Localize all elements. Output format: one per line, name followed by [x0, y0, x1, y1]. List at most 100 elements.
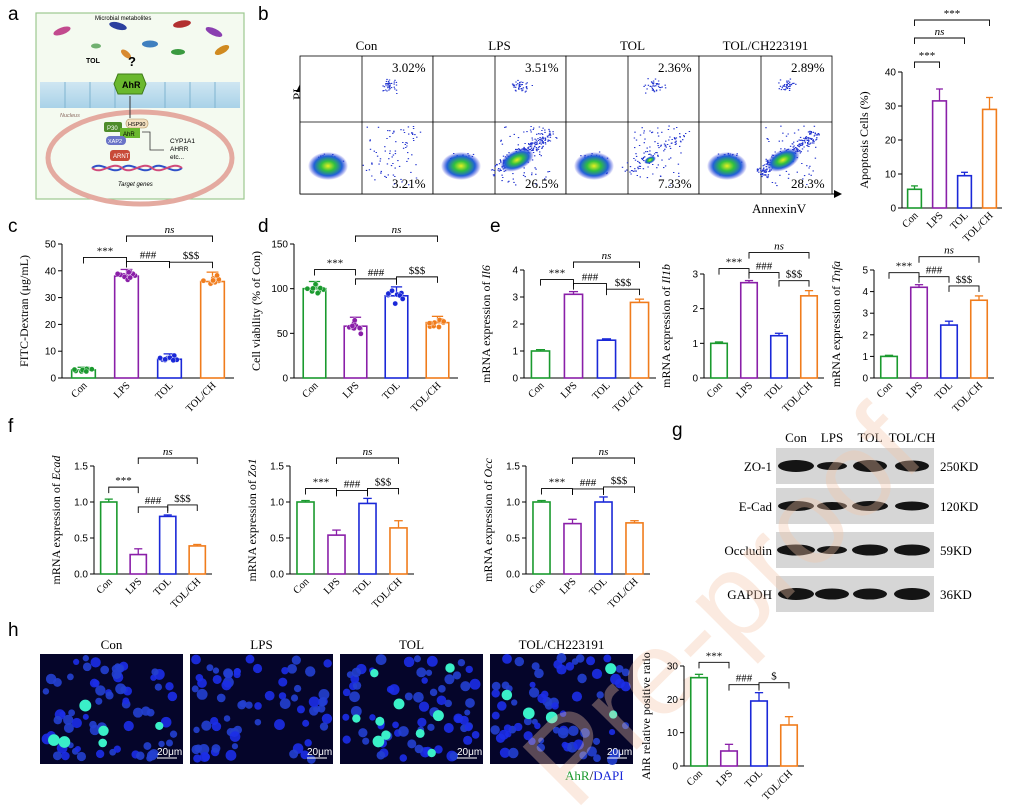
nucleus-dapi: [199, 752, 210, 763]
sig-label: ***: [327, 258, 344, 270]
x-tick-label: TOL: [763, 380, 785, 402]
nucleus-dapi: [593, 754, 601, 763]
y-tick-label: 4: [862, 287, 868, 298]
sig-label: $$$: [956, 274, 973, 286]
y-tick-label: 40: [885, 68, 897, 79]
y-tick-label: 30: [45, 293, 57, 304]
sig-label: ***: [549, 268, 566, 280]
bar: [939, 324, 959, 379]
nucleus-dapi: [95, 697, 103, 705]
ahr-positive-cell: [522, 707, 535, 720]
nucleus-dapi: [302, 719, 310, 727]
ahr-positive-cell: [98, 725, 109, 736]
bacteria-group: [53, 20, 230, 59]
nucleus-dapi: [514, 656, 525, 667]
target-cyp1a1: CYP1A1: [170, 138, 195, 145]
sig-label: ***: [896, 261, 913, 273]
nucleus-dapi: [216, 693, 226, 703]
sig-label: ###: [344, 478, 361, 490]
ahr-positive-cell: [372, 735, 385, 748]
nucleus-dapi: [438, 685, 446, 693]
chart-d: 0 50 100 150 Cell viability (% of Con) Con LPS…: [249, 224, 458, 415]
data-point: [127, 274, 133, 281]
data-point: [210, 277, 216, 284]
data-point: [304, 285, 311, 292]
y-tick-label: 50: [277, 329, 289, 340]
wb-protein-label: ZO-1: [744, 459, 772, 474]
nucleus-dapi: [115, 683, 127, 695]
bar: [532, 501, 551, 575]
nucleus-dapi: [465, 665, 473, 674]
nucleus-dapi: [434, 745, 443, 754]
bar: [302, 287, 327, 379]
nucleus-dapi: [193, 726, 200, 734]
arnt-box: [110, 150, 130, 161]
nucleus-dapi: [71, 717, 82, 729]
nucleus-dapi: [444, 674, 455, 685]
wb-band: [817, 462, 847, 470]
nucleus-dapi: [418, 701, 430, 712]
tol-label: TOL: [86, 58, 101, 65]
nucleus-dapi: [464, 723, 473, 732]
y-axis-label: mRNA expression of Zo1: [245, 458, 259, 581]
stain-ahr: AhR: [565, 768, 590, 783]
nucleus-dapi: [237, 700, 246, 710]
nucleus-dapi: [369, 714, 376, 721]
nucleus-dapi: [404, 692, 413, 701]
nucleus-dapi: [621, 668, 630, 677]
ahr-positive-cell: [432, 710, 444, 722]
data-point: [114, 271, 121, 277]
sig-label: $$$: [786, 269, 803, 281]
nucleus-dapi: [615, 664, 624, 673]
nucleus-dapi: [375, 654, 387, 666]
nucleus-dapi: [212, 674, 222, 685]
nucleus-dapi: [90, 657, 101, 668]
scale-label: 20μm: [457, 747, 482, 758]
stain-legend: AhR/DAPI: [565, 768, 624, 783]
flow-density-apop: [500, 148, 534, 172]
gene-name: Occ: [481, 458, 495, 478]
flow-title: TOL/CH223191: [723, 38, 809, 53]
nucleus-dapi: [82, 662, 92, 672]
nucleus-dapi: [291, 655, 301, 665]
nucleus-dapi: [193, 754, 202, 763]
x-tick-label: LPS: [124, 576, 145, 597]
bar: [969, 299, 989, 379]
sig-label: ###: [926, 265, 943, 277]
ahr-positive-cell: [370, 669, 379, 678]
y-axis-label: mRNA expression of Il6: [479, 265, 493, 383]
sig-label: ###: [140, 249, 157, 261]
nucleus-dapi: [82, 713, 89, 720]
nucleus-dapi: [308, 696, 320, 708]
nucleus-dapi: [342, 735, 351, 744]
x-tick-label: TOL: [949, 210, 971, 232]
x-tick-label: TOL/CH: [761, 768, 796, 803]
nucleus-dapi: [61, 751, 70, 761]
wb-band: [852, 544, 888, 556]
nucleus-dapi: [136, 751, 145, 761]
nucleus-dapi: [113, 745, 121, 753]
nucleus-dapi: [68, 709, 76, 717]
flow-panel: TOL/CH223191 2.89% 28.3%: [698, 38, 833, 195]
sig-label: ns: [392, 224, 402, 236]
sig-bracket: [541, 488, 573, 495]
nucleus-dapi: [194, 744, 203, 753]
data-point: [392, 300, 399, 307]
nucleus-dapi: [196, 688, 208, 700]
gene-name: Il6: [479, 265, 493, 279]
nucleus-dapi: [63, 714, 74, 725]
p30-label: P30: [107, 126, 118, 132]
flow-ur-percent: 3.02%: [392, 60, 426, 75]
nucleus-dapi: [534, 722, 541, 730]
nucleus-dapi: [425, 669, 433, 676]
wb-protein-label: Occludin: [724, 543, 772, 558]
x-tick-label: LPS: [558, 576, 579, 597]
nucleus-dapi: [490, 725, 500, 735]
nucleus-dapi: [579, 751, 588, 760]
data-point: [399, 296, 406, 302]
data-point: [358, 330, 364, 337]
sig-bracket: [355, 278, 397, 285]
y-tick-label: 30: [885, 102, 897, 113]
sig-bracket: [914, 37, 965, 44]
bar: [769, 334, 789, 379]
